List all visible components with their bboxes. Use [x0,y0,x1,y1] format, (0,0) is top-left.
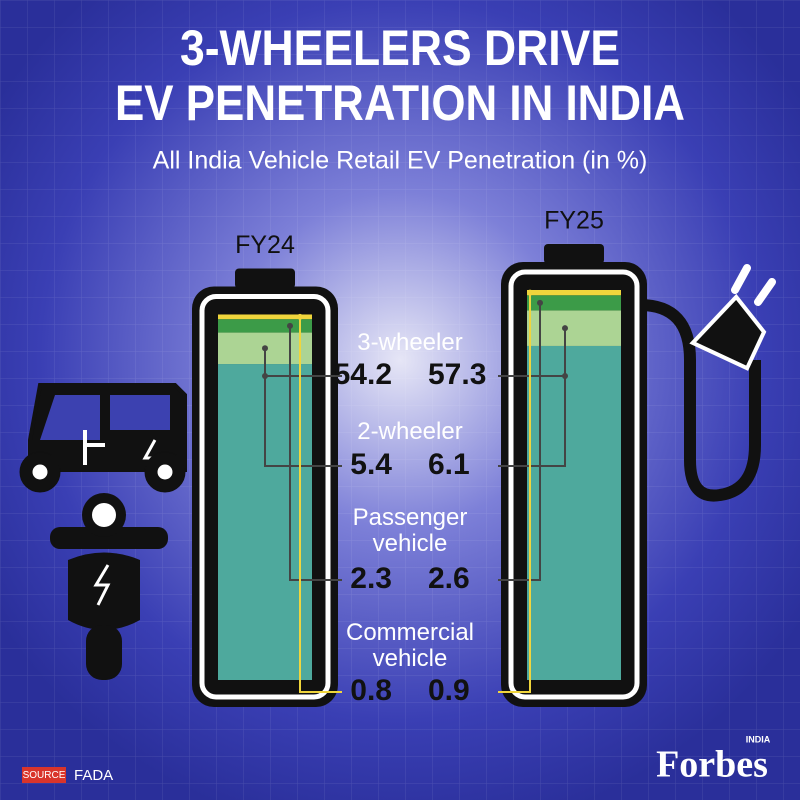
leader-line [498,302,541,581]
title-line: EV PENETRATION IN INDIA [115,75,685,131]
source: FADA [74,767,113,784]
series-name: Passenger vehicle [352,504,468,557]
auto-rickshaw-icon [19,383,187,493]
source-badge [22,767,66,783]
leader-dot [527,289,533,296]
series-name: 3-wheeler [357,329,463,356]
source-label: SOURCE [23,770,66,781]
value-label: 54.2 [334,358,392,391]
subtitle: All India Vehicle Retail EV Penetration … [153,147,648,175]
charger-plug-icon [639,264,776,502]
leader-dot [537,299,543,306]
series-name: 2-wheeler [357,418,463,445]
category-label: FY25 [544,207,604,235]
battery-ring [508,269,640,700]
leader-dot [287,322,293,329]
leader-dot [562,325,568,332]
scooter-icon [50,493,168,680]
brand: Forbes [656,744,768,786]
battery-segment [527,295,621,311]
leader-dot [262,345,268,352]
value-label: 57.3 [428,358,486,391]
battery-segment [527,290,621,296]
battery-ring [199,293,331,700]
battery-segment [218,319,312,333]
battery-cap [235,268,295,289]
battery-segment [218,314,312,320]
category-label: FY24 [235,231,295,259]
battery-cap [544,244,604,264]
leader-line [498,292,531,693]
title-line: 3-WHEELERS DRIVE [180,20,620,76]
value-label: 5.4 [350,448,392,481]
value-label: 2.3 [350,562,392,595]
leader-line [299,316,342,693]
value-label: 0.9 [428,674,470,707]
brand-tag: INDIA [746,734,771,744]
battery-segment [527,310,621,346]
leader-line [498,328,566,467]
series-name: Commercial vehicle [345,619,474,672]
value-label: 6.1 [428,448,470,481]
value-label: 2.6 [428,562,470,595]
leader-dot [297,313,303,320]
leader-line [264,348,342,467]
leader-line [289,325,342,581]
battery-segment [527,345,621,680]
value-label: 0.8 [350,674,392,707]
